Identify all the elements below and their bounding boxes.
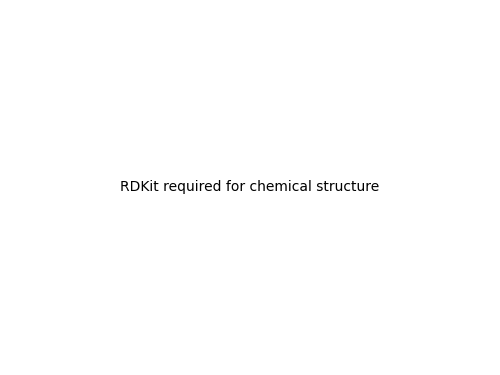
Text: RDKit required for chemical structure: RDKit required for chemical structure bbox=[120, 180, 380, 195]
